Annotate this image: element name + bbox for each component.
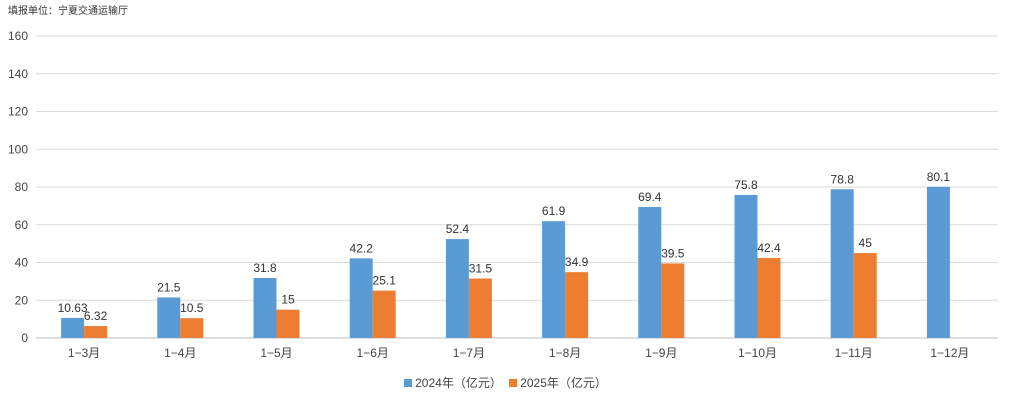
y-tick-label: 20 bbox=[15, 293, 29, 307]
bar-2024[interactable] bbox=[542, 221, 566, 338]
data-label: 42.2 bbox=[350, 241, 374, 255]
legend-swatch-2025 bbox=[509, 379, 518, 387]
data-label: 15 bbox=[281, 293, 295, 307]
data-label: 10.63 bbox=[58, 301, 88, 315]
x-tick-label: 1−9月 bbox=[645, 346, 677, 360]
x-tick-label: 1−5月 bbox=[260, 346, 292, 360]
y-tick-label: 40 bbox=[15, 256, 29, 270]
legend-item-2025[interactable]: 2025年（亿元） bbox=[509, 374, 607, 391]
y-axis-ticks: 0 20 40 60 80 100 120 140 160 bbox=[8, 29, 28, 345]
data-label: 31.8 bbox=[253, 261, 277, 275]
bars bbox=[61, 186, 950, 338]
x-tick-label: 1−7月 bbox=[453, 346, 485, 360]
x-tick-label: 1−8月 bbox=[549, 346, 581, 360]
y-tick-label: 100 bbox=[8, 142, 28, 156]
bar-2025[interactable] bbox=[372, 290, 396, 338]
data-label: 10.5 bbox=[180, 301, 204, 315]
y-tick-label: 80 bbox=[15, 180, 29, 194]
y-tick-label: 140 bbox=[8, 67, 28, 81]
x-axis-ticks: 1−3月 1−4月 1−5月 1−6月 1−7月 1−8月 1−9月 1−10月 1−11月 1−… bbox=[68, 346, 969, 360]
data-label: 80.1 bbox=[927, 170, 951, 184]
x-tick-label: 1−4月 bbox=[164, 346, 196, 360]
bar-2025[interactable] bbox=[180, 318, 204, 338]
unit-note: 填报单位：宁夏交通运输厅 bbox=[8, 6, 128, 17]
data-label: 25.1 bbox=[373, 274, 397, 288]
data-label: 31.5 bbox=[469, 262, 493, 276]
data-label: 39.5 bbox=[661, 246, 685, 260]
data-labels: 10.636.32 21.5 10.5 31.8 15 42.2 25.1 52.4 31.5 6… bbox=[58, 170, 951, 323]
bar-2024[interactable] bbox=[157, 297, 181, 338]
legend-swatch-2024 bbox=[404, 379, 413, 387]
data-label: 34.9 bbox=[565, 255, 589, 269]
data-label: 75.8 bbox=[734, 178, 758, 192]
bar-2024[interactable] bbox=[61, 317, 85, 338]
bar-chart: 0 20 40 60 80 100 120 140 160 10.636.32 21.5 10.5 3… bbox=[8, 29, 998, 360]
bar-2025[interactable] bbox=[853, 253, 877, 338]
y-tick-label: 160 bbox=[8, 29, 28, 43]
bar-2024[interactable] bbox=[253, 277, 277, 338]
data-label: 21.5 bbox=[157, 280, 181, 294]
y-tick-label: 120 bbox=[8, 105, 28, 119]
data-label: 42.4 bbox=[757, 241, 781, 255]
data-label: 61.9 bbox=[542, 204, 566, 218]
bar-2025[interactable] bbox=[565, 272, 589, 338]
y-tick-label: 60 bbox=[15, 218, 29, 232]
x-tick-label: 1−10月 bbox=[738, 346, 777, 360]
x-tick-label: 1−12月 bbox=[930, 346, 969, 360]
legend: 2024年（亿元） 2025年（亿元） bbox=[0, 374, 1011, 391]
bar-2024[interactable] bbox=[926, 186, 950, 338]
bar-2025[interactable] bbox=[661, 263, 685, 338]
bar-2024[interactable] bbox=[734, 194, 758, 338]
bar-2025[interactable] bbox=[84, 326, 108, 338]
data-label: 6.32 bbox=[84, 309, 108, 323]
legend-label-2024: 2024年（亿元） bbox=[415, 376, 502, 390]
x-tick-label: 1−3月 bbox=[68, 346, 100, 360]
x-tick-label: 1−6月 bbox=[357, 346, 389, 360]
y-tick-label: 0 bbox=[21, 331, 28, 345]
data-label: 78.8 bbox=[831, 172, 855, 186]
data-label: 52.4 bbox=[446, 222, 470, 236]
legend-item-2024[interactable]: 2024年（亿元） bbox=[404, 374, 502, 391]
bar-2024[interactable] bbox=[830, 189, 854, 338]
data-label: 45 bbox=[859, 236, 873, 250]
bar-2025[interactable] bbox=[276, 309, 300, 338]
bar-2024[interactable] bbox=[445, 239, 469, 338]
data-label: 69.4 bbox=[638, 190, 662, 204]
x-tick-label: 1−11月 bbox=[835, 346, 873, 360]
legend-label-2025: 2025年（亿元） bbox=[520, 376, 607, 390]
bar-2025[interactable] bbox=[468, 278, 492, 338]
bar-2024[interactable] bbox=[638, 207, 662, 338]
bar-2025[interactable] bbox=[757, 257, 781, 338]
bar-2024[interactable] bbox=[349, 258, 373, 338]
